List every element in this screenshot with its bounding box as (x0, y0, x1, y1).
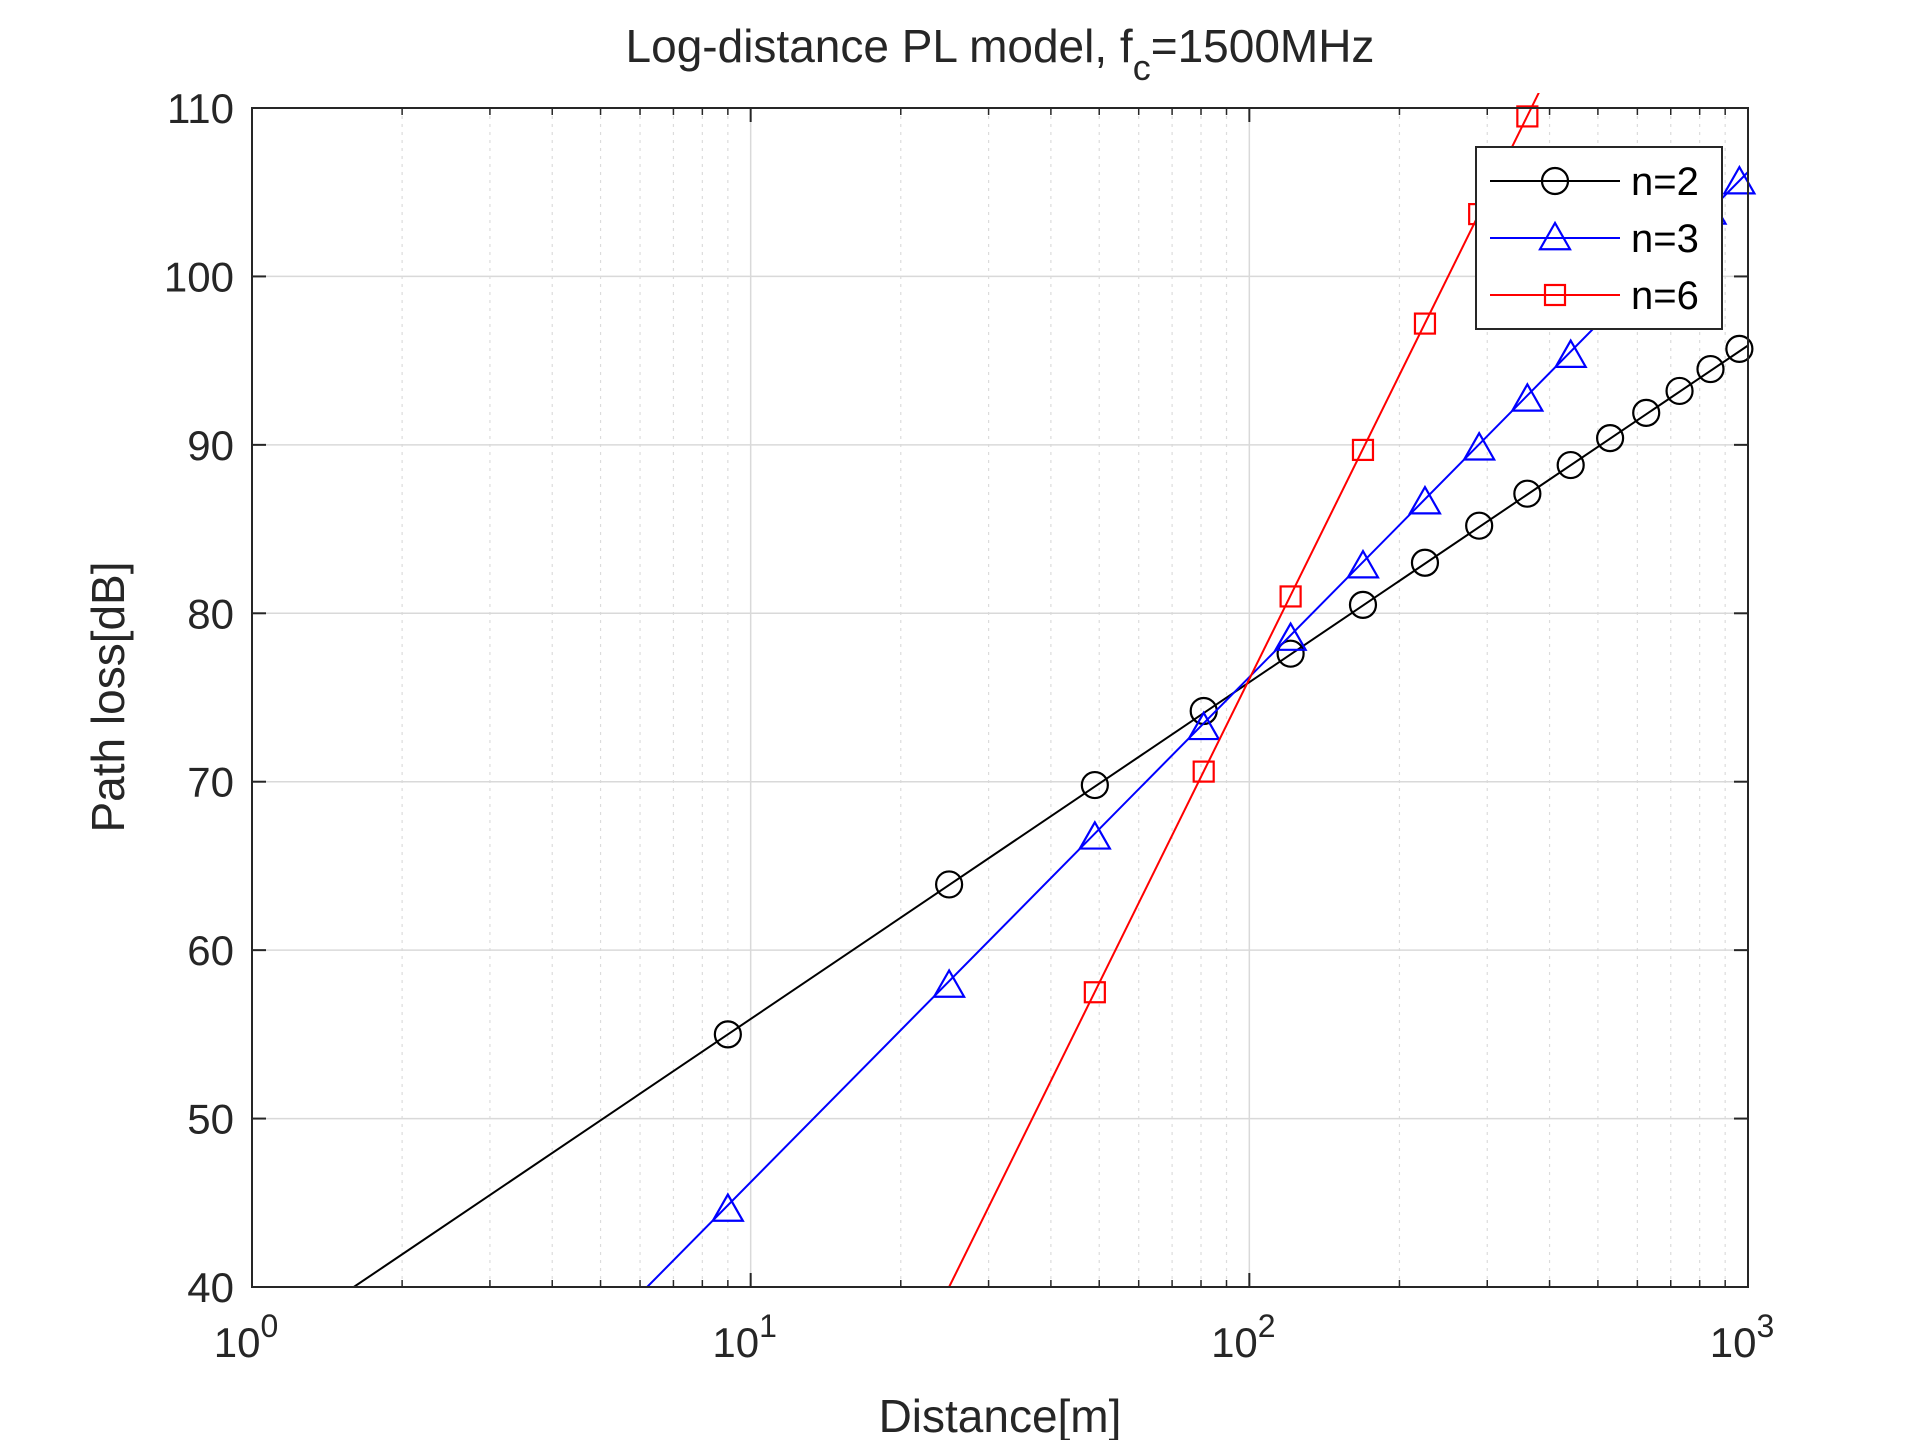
series-line-n6 (948, 93, 1540, 1287)
series-line-n3 (646, 171, 1749, 1287)
legend-label-n3: n=3 (1631, 217, 1699, 261)
data-point-n2 (935, 870, 964, 899)
data-point-n6 (1192, 760, 1215, 783)
y-tick-label: 40 (187, 1264, 234, 1311)
y-tick-label: 50 (187, 1096, 234, 1143)
data-point-n2 (1465, 511, 1494, 540)
data-point-n3 (1510, 382, 1545, 412)
y-tick-label: 90 (187, 422, 234, 469)
data-point-n2 (1632, 398, 1661, 427)
data-point-n3 (1462, 431, 1497, 461)
data-point-n2 (1080, 770, 1109, 800)
data-point-n6 (1413, 312, 1437, 335)
y-tick-label: 100 (164, 253, 234, 300)
series-line-n2 (353, 344, 1749, 1287)
data-point-n3 (1273, 621, 1308, 651)
legend-label-n6: n=6 (1631, 274, 1699, 318)
chart-title: Log-distance PL model, fc=1500MHz (626, 20, 1375, 88)
data-point-n2 (1513, 479, 1542, 508)
legend-marker-n3 (1538, 220, 1572, 251)
data-point-n2 (713, 1020, 742, 1049)
data-point-n3 (710, 1192, 745, 1222)
x-tick-label: 101 (712, 1308, 777, 1366)
ticks: 100 101 102 103 40 50 60 70 80 90 100 110 (164, 85, 1774, 1366)
y-axis-label: Path loss[dB] (82, 561, 134, 832)
data-point-n3 (1722, 164, 1757, 195)
data-point-n2 (1696, 354, 1725, 384)
data-point-n3 (1408, 484, 1442, 515)
data-point-n3 (1077, 820, 1112, 850)
data-point-n3 (932, 968, 967, 998)
chart-title-subscript: c (1133, 47, 1151, 88)
y-tick-label: 110 (167, 85, 234, 132)
data-point-n6 (1351, 438, 1375, 462)
data-point-n2 (1665, 376, 1694, 406)
x-tick-label: 103 (1710, 1308, 1775, 1366)
x-axis-label: Distance[m] (879, 1390, 1122, 1440)
data-point-n3 (1186, 710, 1221, 741)
data-point-n6 (1083, 981, 1106, 1004)
data-point-n2 (1725, 334, 1754, 363)
data-point-n2 (1556, 450, 1585, 480)
data-point-n3 (1346, 548, 1380, 579)
x-tick-label: 100 (214, 1308, 279, 1366)
data-point-n2 (1276, 639, 1305, 668)
series-layer (353, 93, 1757, 1287)
x-tick-label: 102 (1211, 1308, 1276, 1366)
legend-label-n2: n=2 (1631, 160, 1699, 204)
y-tick-label: 70 (187, 759, 234, 806)
legend: n=2 n=3 n=6 (1475, 146, 1723, 330)
data-point-n6 (1279, 585, 1302, 608)
legend-marker-n6 (1543, 283, 1567, 307)
data-point-n2 (1348, 590, 1378, 619)
chart-title-main: Log-distance PL model, f (626, 20, 1133, 72)
data-point-n2 (1410, 548, 1440, 577)
y-tick-label: 60 (187, 927, 234, 974)
plot-area (251, 107, 1749, 1288)
data-point-n3 (1553, 338, 1588, 368)
chart-title-tail: =1500MHz (1151, 20, 1375, 72)
data-point-n6 (1516, 105, 1539, 128)
y-tick-label: 80 (187, 590, 234, 637)
data-point-n2 (1595, 424, 1625, 453)
legend-marker-n2 (1540, 166, 1570, 196)
